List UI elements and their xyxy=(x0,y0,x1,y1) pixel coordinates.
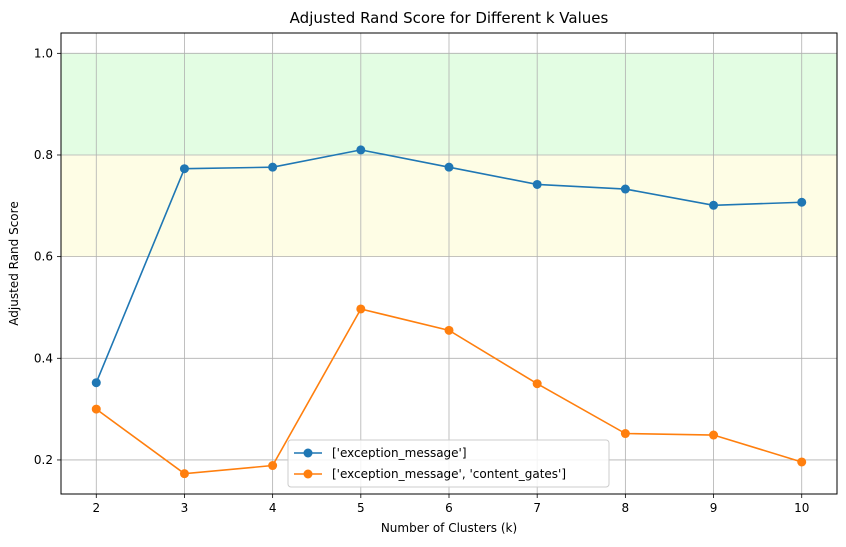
y-tick-label: 0.4 xyxy=(34,351,53,365)
legend-swatch-marker xyxy=(303,469,313,479)
data-point xyxy=(620,429,630,439)
x-tick-label: 7 xyxy=(533,501,541,515)
data-point xyxy=(356,145,366,155)
data-point xyxy=(91,404,101,414)
x-tick-label: 10 xyxy=(794,501,809,515)
x-tick-label: 2 xyxy=(92,501,100,515)
legend-entry-1: ['exception_message', 'content_gates'] xyxy=(332,467,566,481)
x-axis-label: Number of Clusters (k) xyxy=(381,521,517,535)
data-point xyxy=(356,304,366,314)
legend-box xyxy=(287,439,610,488)
x-tick-label: 3 xyxy=(181,501,189,515)
data-point xyxy=(797,457,807,467)
legend-swatch-marker xyxy=(303,448,313,458)
data-point xyxy=(709,430,719,440)
data-point xyxy=(268,461,278,471)
data-point xyxy=(797,197,807,207)
y-axis-label: Adjusted Rand Score xyxy=(7,201,21,325)
data-point xyxy=(444,162,454,172)
data-point xyxy=(709,200,719,210)
series-group xyxy=(91,145,807,479)
x-tick-label: 8 xyxy=(622,501,630,515)
x-tick-label: 6 xyxy=(445,501,453,515)
data-point xyxy=(620,184,630,194)
data-point xyxy=(268,162,278,172)
x-tick-label: 9 xyxy=(710,501,718,515)
x-tick-label: 5 xyxy=(357,501,365,515)
x-tick-label: 4 xyxy=(269,501,277,515)
legend-entry-0: ['exception_message'] xyxy=(332,446,467,460)
y-tick-label: 0.2 xyxy=(34,453,53,467)
data-point xyxy=(532,179,542,189)
data-point xyxy=(444,325,454,335)
y-tick-label: 1.0 xyxy=(34,46,53,60)
grid-lines xyxy=(61,33,837,494)
y-tick-label: 0.6 xyxy=(34,250,53,264)
data-point xyxy=(179,469,189,479)
data-point xyxy=(532,379,542,389)
legend: ['exception_message'] ['exception_message… xyxy=(287,439,610,488)
data-point xyxy=(91,378,101,388)
y-tick-label: 0.8 xyxy=(34,148,53,162)
chart-title: Adjusted Rand Score for Different k Valu… xyxy=(290,9,609,27)
axis-ticks: 2 3 4 5 6 7 8 9 10 0.2 0.4 0.6 0.8 1.0 xyxy=(34,46,809,515)
data-point xyxy=(179,164,189,174)
